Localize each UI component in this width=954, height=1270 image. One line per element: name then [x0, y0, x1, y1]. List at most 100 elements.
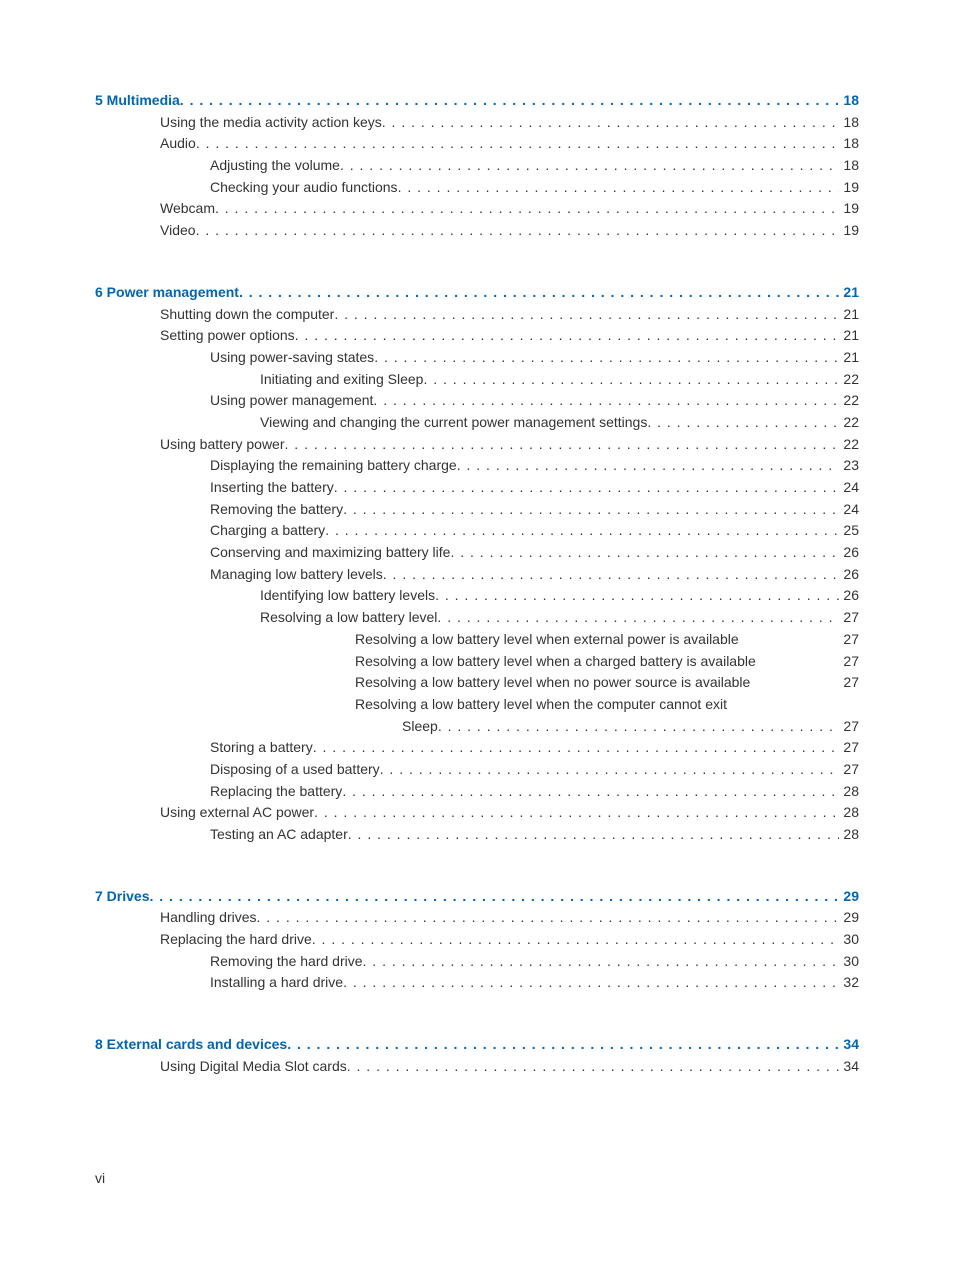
toc-entry-link[interactable]: Replacing the hard drive 30 [95, 929, 859, 951]
toc-entry-link[interactable]: Using Digital Media Slot cards 34 [95, 1056, 859, 1078]
toc-entry-link[interactable]: Conserving and maximizing battery life 2… [95, 542, 859, 564]
toc-entry-link[interactable]: Resolving a low battery level 27 [95, 607, 859, 629]
toc-page-number: 19 [839, 220, 859, 242]
toc-page-number: 22 [839, 412, 859, 434]
toc-entry-link[interactable]: Shutting down the computer 21 [95, 304, 859, 326]
toc-leader [450, 547, 839, 564]
toc-page-number: 30 [839, 951, 859, 973]
toc-leader [347, 1061, 840, 1078]
toc-entry-wrap[interactable]: Sleep 27 [95, 716, 859, 738]
toc-entry-title: Resolving a low battery level when the c… [355, 694, 727, 716]
toc-entry-link[interactable]: Removing the hard drive 30 [95, 951, 859, 973]
toc-section: 7 Drives 29Handling drives 29Replacing t… [95, 886, 859, 994]
toc-entry-link[interactable]: Storing a battery 27 [95, 737, 859, 759]
toc-entry-link[interactable]: Using external AC power 28 [95, 802, 859, 824]
toc-entry-link[interactable]: Managing low battery levels 26 [95, 564, 859, 586]
toc-entry-title: Initiating and exiting Sleep [260, 369, 423, 391]
toc-entry-link[interactable]: Resolving a low battery level when exter… [95, 629, 859, 651]
toc-page-number: 27 [839, 629, 859, 651]
toc-entry-link[interactable]: Using the media activity action keys 18 [95, 112, 859, 134]
toc-entry-link[interactable]: Using power-saving states 21 [95, 347, 859, 369]
toc-entry-title: Using external AC power [160, 802, 314, 824]
toc-page-number: 34 [839, 1034, 859, 1056]
toc-leader [374, 352, 839, 369]
toc-page-number: 28 [839, 781, 859, 803]
toc-page-number: 26 [839, 564, 859, 586]
toc-leader [343, 504, 839, 521]
toc-entry-link[interactable]: Disposing of a used battery 27 [95, 759, 859, 781]
toc-leader [756, 655, 840, 672]
toc-entry-link[interactable]: Setting power options 21 [95, 325, 859, 347]
toc-entry-title: Replacing the hard drive [160, 929, 312, 951]
toc-entry-title: Adjusting the volume [210, 155, 340, 177]
toc-leader [435, 590, 839, 607]
toc-entry-link[interactable]: Resolving a low battery level when a cha… [95, 651, 859, 673]
toc-entry-title: Video [160, 220, 196, 242]
toc-entry-title: Installing a hard drive [210, 972, 343, 994]
toc-leader [343, 977, 839, 994]
toc-entry-link[interactable]: Displaying the remaining battery charge … [95, 455, 859, 477]
toc-page-number: 24 [839, 499, 859, 521]
toc-page-number: 28 [839, 824, 859, 846]
toc-entry-title: Charging a battery [210, 520, 325, 542]
toc-entry-link[interactable]: Using battery power 22 [95, 434, 859, 456]
toc-entry-title: Using power management [210, 390, 373, 412]
toc-page-number: 21 [839, 282, 859, 304]
toc-chapter-title: 6 Power management [95, 282, 239, 304]
toc-section: 5 Multimedia 18Using the media activity … [95, 90, 859, 242]
toc-entry-title: Resolving a low battery level [260, 607, 437, 629]
toc-entry-link[interactable]: Viewing and changing the current power m… [95, 412, 859, 434]
toc-leader [398, 182, 840, 199]
toc-page-number: 29 [839, 907, 859, 929]
toc-leader [437, 612, 839, 629]
toc-section: 6 Power management 21Shutting down the c… [95, 282, 859, 846]
toc-chapter-link[interactable]: 8 External cards and devices 34 [95, 1034, 859, 1056]
toc-chapter-link[interactable]: 5 Multimedia 18 [95, 90, 859, 112]
toc-entry-link[interactable]: Webcam 19 [95, 198, 859, 220]
toc-page-number: 27 [839, 737, 859, 759]
toc-leader [215, 203, 839, 220]
toc-entry-title: Using the media activity action keys [160, 112, 382, 134]
toc-leader [334, 482, 840, 499]
toc-section: 8 External cards and devices 34Using Dig… [95, 1034, 859, 1077]
toc-page-number: 18 [839, 112, 859, 134]
toc-chapter-link[interactable]: 6 Power management 21 [95, 282, 859, 304]
toc-entry-title: Resolving a low battery level when no po… [355, 672, 750, 694]
toc-entry-link[interactable]: Video 19 [95, 220, 859, 242]
toc-leader [295, 330, 840, 347]
toc-leader [196, 225, 840, 242]
toc-page-number: 30 [839, 929, 859, 951]
toc-entry-link[interactable]: Audio 18 [95, 133, 859, 155]
toc-page-number: 24 [839, 477, 859, 499]
toc-entry-link[interactable]: Charging a battery 25 [95, 520, 859, 542]
toc-entry-link[interactable]: Handling drives 29 [95, 907, 859, 929]
toc-entry-link[interactable]: Installing a hard drive 32 [95, 972, 859, 994]
toc-page-number: 22 [839, 369, 859, 391]
toc-entry-title: Testing an AC adapter [210, 824, 348, 846]
toc-entry-title: Disposing of a used battery [210, 759, 380, 781]
toc-entry-link[interactable]: Removing the battery 24 [95, 499, 859, 521]
toc-leader [149, 891, 839, 908]
toc-entry-link[interactable]: Resolving a low battery level when no po… [95, 672, 859, 694]
toc-page-number: 23 [839, 455, 859, 477]
toc-entry-title: Using Digital Media Slot cards [160, 1056, 347, 1078]
toc-entry-link[interactable]: Adjusting the volume 18 [95, 155, 859, 177]
toc-leader [383, 569, 840, 586]
toc-entry-link[interactable]: Replacing the battery 28 [95, 781, 859, 803]
toc-entry-link[interactable]: Inserting the battery 24 [95, 477, 859, 499]
toc-entry-link[interactable]: Initiating and exiting Sleep 22 [95, 369, 859, 391]
toc-chapter-link[interactable]: 7 Drives 29 [95, 886, 859, 908]
toc-page-number: 27 [839, 651, 859, 673]
toc-page-number: 18 [839, 90, 859, 112]
toc-entry-title: Conserving and maximizing battery life [210, 542, 450, 564]
toc-entry-link[interactable]: Identifying low battery levels 26 [95, 585, 859, 607]
toc-leader [342, 786, 839, 803]
toc-entry-link[interactable]: Testing an AC adapter 28 [95, 824, 859, 846]
toc-entry-title: Resolving a low battery level when a cha… [355, 651, 756, 673]
toc-page-number: 34 [839, 1056, 859, 1078]
toc-entry-link[interactable]: Using power management 22 [95, 390, 859, 412]
toc-entry-title: Viewing and changing the current power m… [260, 412, 647, 434]
table-of-contents: 5 Multimedia 18Using the media activity … [95, 90, 859, 1078]
toc-entry-link[interactable]: Resolving a low battery level when the c… [95, 694, 859, 716]
toc-entry-link[interactable]: Checking your audio functions 19 [95, 177, 859, 199]
